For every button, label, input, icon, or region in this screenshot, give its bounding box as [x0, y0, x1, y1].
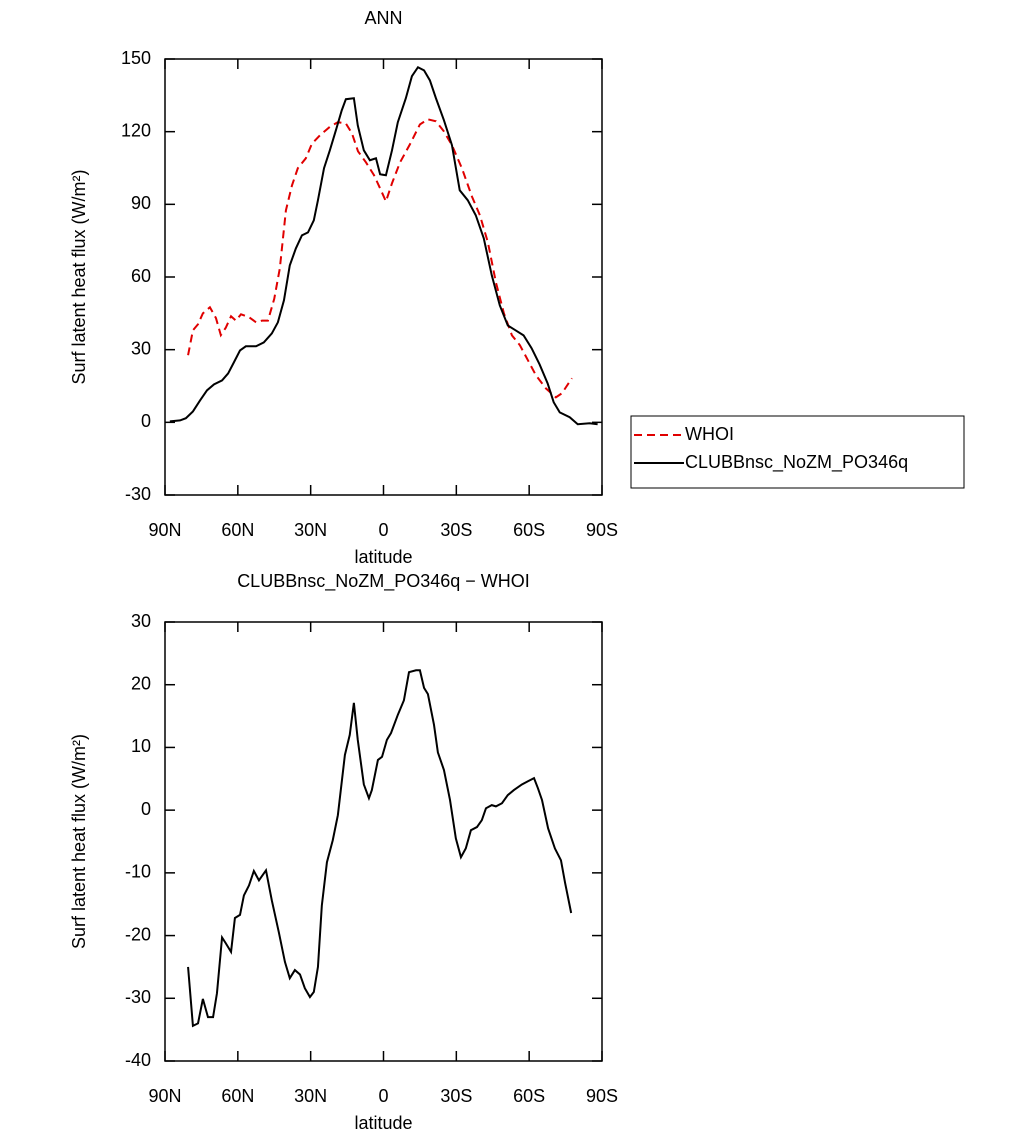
x-tick-label: 60S: [513, 1086, 545, 1106]
data-line: [169, 65, 598, 426]
y-tick-label: 90: [131, 193, 151, 213]
chart-title: CLUBBnsc_NoZM_PO346q − WHOI: [237, 571, 530, 592]
y-tick-label: -10: [125, 862, 151, 882]
x-tick-label: 60S: [513, 520, 545, 540]
y-tick-label: -20: [125, 924, 151, 944]
y-tick-label: -30: [125, 484, 151, 504]
x-tick-label: 0: [378, 1086, 388, 1106]
chart-title: ANN: [364, 8, 402, 28]
y-tick-label: 30: [131, 338, 151, 358]
y-tick-label: 0: [141, 799, 151, 819]
plot-frame: [164, 58, 603, 496]
plot-frame: [164, 621, 603, 1062]
data-line: [187, 118, 573, 399]
y-tick-label: 20: [131, 673, 151, 693]
x-tick-label: 90S: [586, 1086, 618, 1106]
x-tick-label: 90S: [586, 520, 618, 540]
y-tick-label: 30: [131, 611, 151, 631]
x-tick-label: 90N: [148, 520, 181, 540]
x-tick-label: 30S: [440, 1086, 472, 1106]
y-tick-label: -30: [125, 987, 151, 1007]
legend-label: WHOI: [685, 424, 734, 444]
y-tick-label: 10: [131, 736, 151, 756]
y-tick-label: -40: [125, 1050, 151, 1070]
y-tick-label: 150: [121, 48, 151, 68]
y-tick-label: 60: [131, 266, 151, 286]
y-axis-title: Surf latent heat flux (W/m²): [69, 734, 89, 949]
y-axis-title: Surf latent heat flux (W/m²): [69, 169, 89, 384]
legend-box: [630, 415, 965, 489]
x-tick-label: 90N: [148, 1086, 181, 1106]
x-tick-label: 0: [378, 520, 388, 540]
x-tick-label: 30S: [440, 520, 472, 540]
x-tick-label: 60N: [221, 1086, 254, 1106]
legend-label: CLUBBnsc_NoZM_PO346q: [685, 452, 908, 473]
x-axis-title: latitude: [354, 1113, 412, 1133]
y-tick-label: 120: [121, 120, 151, 140]
x-tick-label: 30N: [294, 520, 327, 540]
x-axis-title: latitude: [354, 547, 412, 567]
x-tick-label: 30N: [294, 1086, 327, 1106]
data-line: [187, 669, 573, 1028]
x-tick-label: 60N: [221, 520, 254, 540]
y-tick-label: 0: [141, 411, 151, 431]
